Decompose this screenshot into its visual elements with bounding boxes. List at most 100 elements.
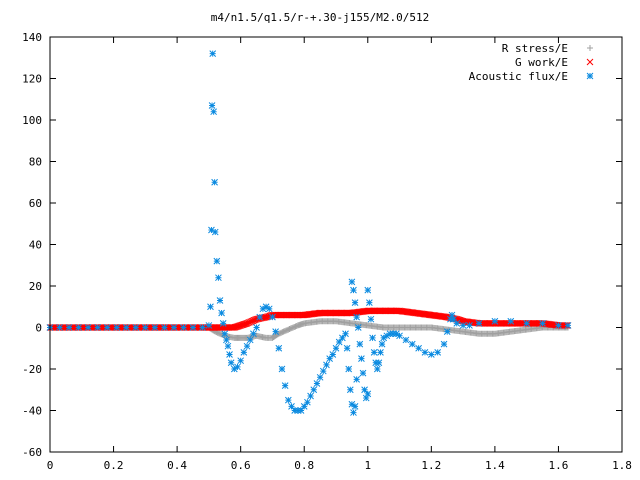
data-point — [364, 286, 372, 294]
y-tick-label: 40 — [29, 239, 42, 252]
data-point — [132, 324, 140, 331]
data-point — [448, 311, 456, 319]
data-point — [234, 363, 241, 371]
data-point — [389, 330, 397, 338]
data-point — [353, 376, 361, 383]
x-tick-label: 1.4 — [485, 459, 505, 472]
data-point — [359, 369, 367, 377]
data-point — [475, 319, 483, 327]
data-point — [329, 351, 337, 358]
data-point — [353, 313, 361, 321]
data-point — [440, 340, 448, 348]
data-point — [122, 324, 130, 331]
data-point — [351, 299, 359, 306]
data-point — [373, 365, 381, 373]
data-point — [316, 373, 324, 381]
data-point — [367, 315, 375, 323]
data-point — [250, 330, 257, 338]
data-point — [253, 324, 260, 331]
data-point — [421, 349, 429, 356]
data-point — [396, 332, 403, 340]
series-acoustic-flux-e — [46, 50, 572, 416]
data-point — [350, 409, 357, 416]
data-point — [307, 392, 314, 400]
data-point — [348, 278, 356, 286]
x-tick-label: 1.6 — [549, 459, 569, 472]
y-tick-label: 140 — [22, 31, 42, 44]
data-point — [199, 324, 206, 331]
data-point — [443, 328, 451, 336]
data-point — [65, 324, 73, 331]
data-point — [205, 322, 213, 329]
data-point — [372, 359, 380, 367]
data-point — [450, 315, 457, 323]
data-point — [343, 344, 351, 352]
data-point — [459, 322, 467, 329]
data-point — [350, 286, 357, 294]
data-point — [209, 50, 217, 57]
axis-ticks — [49, 36, 623, 453]
data-point — [94, 324, 102, 331]
data-point — [507, 317, 515, 325]
y-tick-label: -20 — [22, 363, 42, 376]
x-tick-label: 0.4 — [167, 459, 187, 472]
data-point — [189, 324, 197, 331]
data-point — [103, 324, 111, 331]
data-point — [342, 330, 349, 338]
data-point — [304, 398, 311, 406]
x-tick-labels: 0 0.2 0.4 0.6 0.8 1 1.2 1.4 1.6 1.8 — [47, 459, 632, 472]
data-point — [564, 322, 572, 329]
x-tick-label: 0 — [47, 459, 54, 472]
data-point — [223, 336, 230, 344]
data-point — [240, 349, 248, 356]
data-point — [369, 334, 376, 342]
data-point — [415, 344, 422, 352]
data-point — [265, 305, 273, 313]
data-point — [211, 178, 218, 186]
data-point — [208, 102, 216, 109]
data-point — [346, 386, 354, 394]
data-point — [358, 355, 365, 362]
data-point — [291, 407, 299, 414]
data-point — [56, 324, 63, 331]
data-point — [141, 324, 149, 331]
data-point — [297, 407, 305, 414]
data-point — [393, 330, 400, 338]
data-point — [170, 324, 178, 331]
data-point — [383, 332, 391, 340]
x-tick-label: 1.8 — [612, 459, 632, 472]
legend-label: G work/E — [515, 56, 568, 69]
data-point — [370, 349, 378, 356]
data-point — [453, 319, 461, 327]
data-point — [361, 386, 368, 394]
data-point — [261, 314, 269, 321]
data-point — [211, 228, 219, 236]
data-point — [208, 226, 215, 234]
plot-area — [46, 50, 572, 416]
data-point — [354, 324, 362, 331]
legend-marker — [586, 72, 594, 80]
data-point — [75, 324, 82, 331]
data-point — [227, 359, 235, 367]
data-point — [310, 386, 318, 394]
data-point — [275, 344, 283, 352]
data-point — [84, 324, 92, 331]
data-point — [427, 351, 435, 358]
data-point — [246, 336, 254, 344]
data-point — [375, 359, 383, 367]
data-point — [259, 305, 267, 313]
y-tick-label: 0 — [35, 322, 42, 335]
legend-label: Acoustic flux/E — [469, 70, 568, 83]
data-point — [491, 317, 499, 325]
data-point — [151, 324, 159, 331]
data-point — [218, 309, 225, 317]
data-point — [447, 315, 454, 323]
chart-title: m4/n1.5/q1.5/r-+.30-j155/M2.0/512 — [211, 11, 430, 24]
data-point — [237, 357, 245, 365]
data-point — [408, 340, 416, 348]
data-point — [221, 330, 229, 338]
data-point — [323, 361, 330, 369]
data-point — [243, 342, 251, 350]
y-tick-label: 60 — [29, 197, 42, 210]
